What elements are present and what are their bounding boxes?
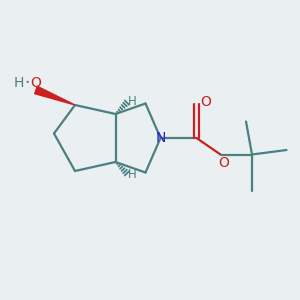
Text: H: H — [14, 76, 24, 90]
Text: O: O — [218, 156, 229, 170]
Text: H: H — [128, 94, 137, 108]
Text: N: N — [155, 131, 166, 145]
Text: H: H — [128, 168, 137, 182]
Text: O: O — [30, 76, 41, 90]
Text: O: O — [200, 95, 211, 109]
Polygon shape — [34, 86, 75, 105]
Text: ·: · — [24, 74, 30, 92]
